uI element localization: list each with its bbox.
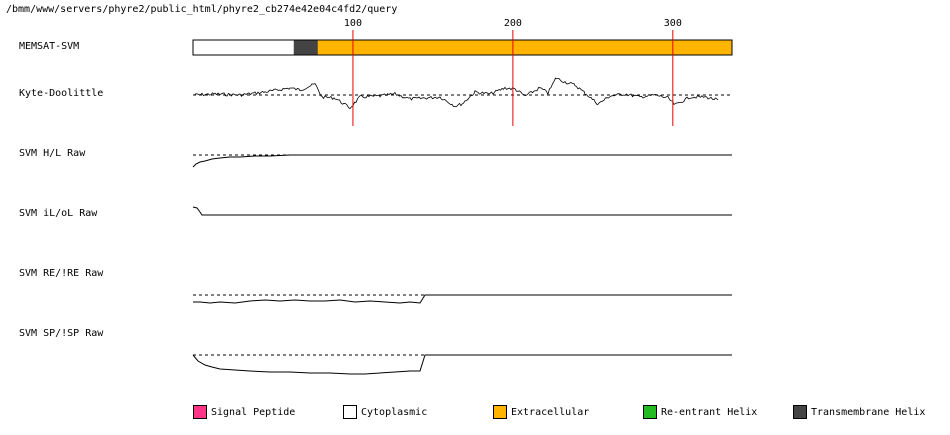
segment-transmembrane [293, 40, 320, 55]
legend-cytoplasmic: Cytoplasmic [343, 405, 427, 419]
legend-reentrant-helix: Re-entrant Helix [643, 405, 757, 419]
legend-label: Signal Peptide [211, 406, 296, 418]
swatch-signal-peptide [193, 405, 207, 419]
track-label-svm-hl: SVM H/L Raw [19, 148, 86, 159]
tick-label: 100 [344, 18, 362, 29]
svm-iloL-curve [192, 206, 732, 216]
memsat-bar [192, 39, 733, 56]
memsat-bar-outline [192, 39, 733, 56]
track-label-kyte-doolittle: Kyte-Doolittle [19, 88, 104, 99]
legend-extracellular: Extracellular [493, 405, 589, 419]
svm-sp-curve [192, 354, 732, 375]
legend-label: Re-entrant Helix [661, 406, 758, 418]
kd-curve [192, 77, 719, 110]
track-label-memsat: MEMSAT-SVM [19, 41, 80, 52]
tick-label: 300 [664, 18, 682, 29]
legend-signal-peptide: Signal Peptide [193, 405, 295, 419]
track-label-svm-re: SVM RE/!RE Raw [19, 268, 104, 279]
position-ticks: 100 200 300 [344, 18, 682, 126]
swatch-reentrant-helix [643, 405, 657, 419]
swatch-extracellular [493, 405, 507, 419]
segment-extracellular [317, 40, 732, 55]
tick-label: 200 [504, 18, 522, 29]
track-label-svm-sp: SVM SP/!SP Raw [19, 328, 104, 339]
segment-cytoplasmic [193, 40, 296, 55]
legend-transmembrane-helix: Transmembrane Helix [793, 405, 925, 419]
legend-label: Cytoplasmic [361, 406, 428, 418]
file-path: /bmm/www/servers/phyre2/public_html/phyr… [6, 4, 398, 15]
legend-label: Extracellular [511, 406, 590, 418]
legend-label: Transmembrane Helix [811, 406, 926, 418]
svm-hl-curve [192, 154, 732, 168]
swatch-cytoplasmic [343, 405, 357, 419]
svm-re-curve [193, 294, 732, 304]
track-label-svm-iloL: SVM iL/oL Raw [19, 208, 98, 219]
swatch-transmembrane-helix [793, 405, 807, 419]
